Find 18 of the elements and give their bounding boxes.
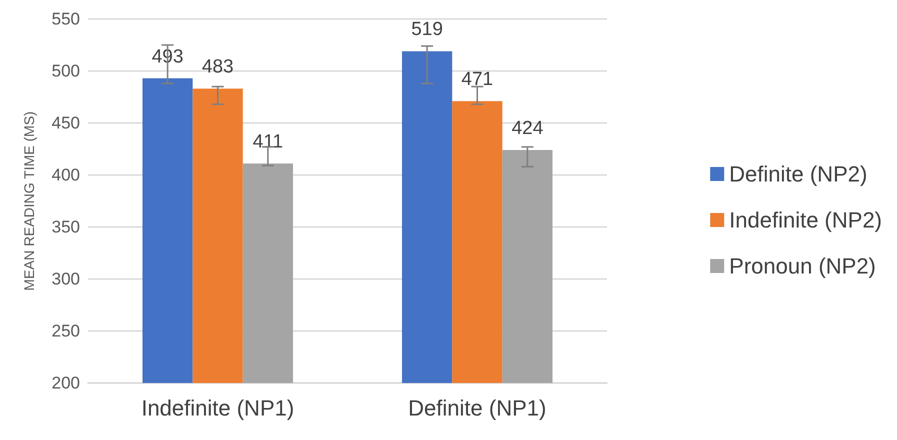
data-label: 519 bbox=[411, 19, 443, 40]
data-label: 424 bbox=[512, 118, 544, 140]
y-tick-label: 550 bbox=[52, 10, 80, 28]
y-tick-label: 300 bbox=[52, 270, 80, 288]
legend-label: Pronoun (NP2) bbox=[729, 254, 876, 278]
y-tick-label: 200 bbox=[52, 374, 80, 392]
legend-label: Indefinite (NP2) bbox=[729, 208, 882, 232]
y-tick-label: 350 bbox=[52, 218, 80, 236]
data-label: 471 bbox=[461, 69, 494, 90]
y-tick-label: 250 bbox=[52, 322, 80, 340]
x-tick-label: Indefinite (NP1) bbox=[141, 396, 294, 420]
x-tick-label: Definite (NP1) bbox=[408, 396, 546, 420]
legend-label: Definite (NP2) bbox=[729, 162, 868, 186]
y-tick-label: 450 bbox=[52, 114, 80, 132]
y-tick-label: 500 bbox=[52, 62, 80, 80]
y-axis-title: MEAN READING TIME (MS) bbox=[21, 111, 37, 291]
data-label: 483 bbox=[202, 56, 234, 78]
y-tick-label: 400 bbox=[52, 166, 80, 184]
